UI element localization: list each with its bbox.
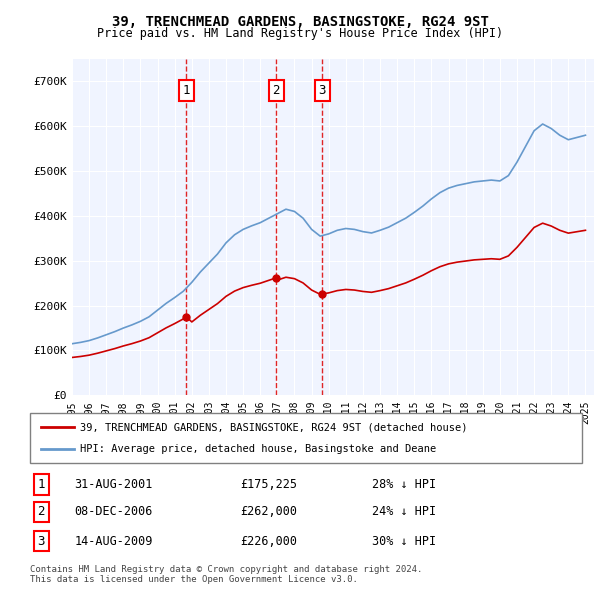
Text: 3: 3 — [319, 84, 326, 97]
FancyBboxPatch shape — [30, 413, 582, 463]
Text: £175,225: £175,225 — [240, 478, 297, 491]
Text: HPI: Average price, detached house, Basingstoke and Deane: HPI: Average price, detached house, Basi… — [80, 444, 436, 454]
Text: 39, TRENCHMEAD GARDENS, BASINGSTOKE, RG24 9ST: 39, TRENCHMEAD GARDENS, BASINGSTOKE, RG2… — [112, 15, 488, 29]
Text: Contains HM Land Registry data © Crown copyright and database right 2024.: Contains HM Land Registry data © Crown c… — [30, 565, 422, 574]
Text: 31-AUG-2001: 31-AUG-2001 — [74, 478, 152, 491]
Text: 28% ↓ HPI: 28% ↓ HPI — [372, 478, 436, 491]
Text: £226,000: £226,000 — [240, 535, 297, 548]
Text: 08-DEC-2006: 08-DEC-2006 — [74, 505, 152, 519]
Text: Price paid vs. HM Land Registry's House Price Index (HPI): Price paid vs. HM Land Registry's House … — [97, 27, 503, 40]
Text: 39, TRENCHMEAD GARDENS, BASINGSTOKE, RG24 9ST (detached house): 39, TRENCHMEAD GARDENS, BASINGSTOKE, RG2… — [80, 422, 467, 432]
Text: 1: 1 — [37, 478, 45, 491]
Text: 2: 2 — [37, 505, 45, 519]
Text: 2: 2 — [272, 84, 280, 97]
Text: £262,000: £262,000 — [240, 505, 297, 519]
Text: 14-AUG-2009: 14-AUG-2009 — [74, 535, 152, 548]
Text: 24% ↓ HPI: 24% ↓ HPI — [372, 505, 436, 519]
Text: 3: 3 — [37, 535, 45, 548]
Text: 1: 1 — [182, 84, 190, 97]
Text: This data is licensed under the Open Government Licence v3.0.: This data is licensed under the Open Gov… — [30, 575, 358, 584]
Text: 30% ↓ HPI: 30% ↓ HPI — [372, 535, 436, 548]
